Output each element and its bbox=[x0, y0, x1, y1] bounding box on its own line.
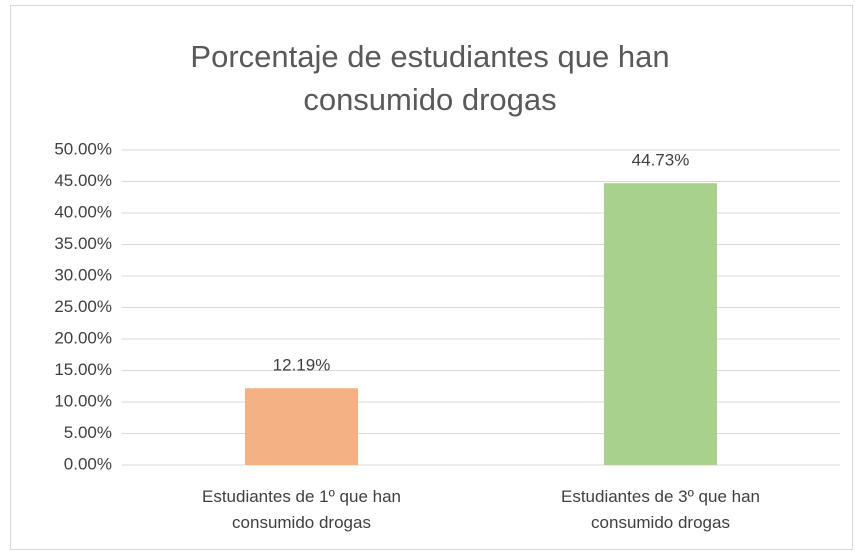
x-tick-label: Estudiantes de 1º que han consumido drog… bbox=[201, 487, 402, 532]
bar bbox=[244, 388, 359, 465]
chart-title: Porcentaje de estudiantes que han consum… bbox=[190, 39, 670, 117]
bar bbox=[603, 183, 718, 466]
y-tick-label: 45.00% bbox=[54, 171, 112, 190]
y-tick-label: 5.00% bbox=[64, 423, 112, 442]
y-tick-label: 40.00% bbox=[54, 202, 112, 221]
y-tick-label: 10.00% bbox=[54, 391, 112, 410]
y-tick-label: 30.00% bbox=[54, 265, 112, 284]
y-tick-label: 50.00% bbox=[54, 139, 112, 158]
y-tick-label: 35.00% bbox=[54, 234, 112, 253]
y-tick-label: 0.00% bbox=[64, 454, 112, 473]
data-label: 44.73% bbox=[632, 151, 690, 170]
y-tick-label: 15.00% bbox=[54, 360, 112, 379]
x-tick-label: Estudiantes de 3º que han consumido drog… bbox=[560, 487, 761, 532]
y-tick-label: 25.00% bbox=[54, 297, 112, 316]
chart-border bbox=[10, 5, 853, 550]
y-tick-label: 20.00% bbox=[54, 328, 112, 347]
data-label: 12.19% bbox=[273, 356, 331, 375]
